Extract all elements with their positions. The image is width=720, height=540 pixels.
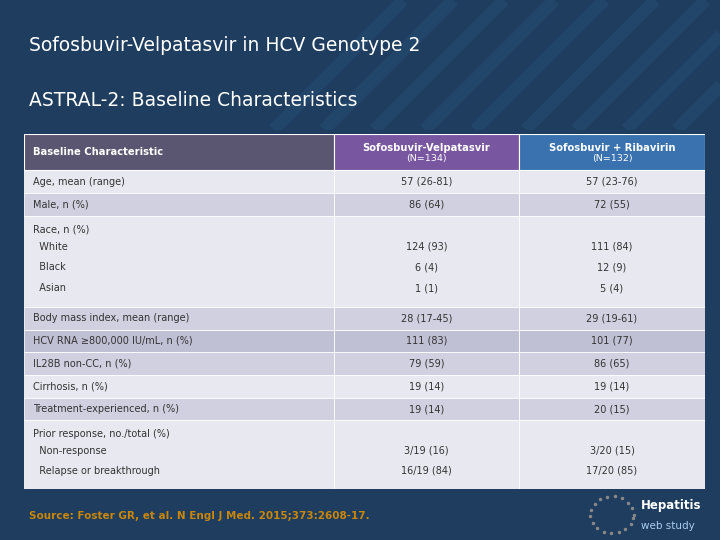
Text: Non-response: Non-response: [32, 446, 107, 456]
Text: Treatment-experienced, n (%): Treatment-experienced, n (%): [32, 404, 179, 414]
Text: Sofosbuvir-Velpatasvir in HCV Genotype 2: Sofosbuvir-Velpatasvir in HCV Genotype 2: [29, 36, 420, 55]
Text: White: White: [32, 242, 68, 252]
Text: HCV RNA ≥800,000 IU/mL, n (%): HCV RNA ≥800,000 IU/mL, n (%): [32, 336, 192, 346]
Text: 19 (14): 19 (14): [409, 381, 444, 391]
Text: 57 (23-76): 57 (23-76): [586, 177, 638, 187]
Text: 86 (65): 86 (65): [594, 359, 630, 369]
Text: Sofosbuvir-Velpatasvir: Sofosbuvir-Velpatasvir: [363, 143, 490, 153]
Bar: [24, 307, 334, 329]
Bar: [24, 421, 334, 489]
Bar: [334, 307, 519, 329]
Text: 20 (15): 20 (15): [594, 404, 630, 414]
Bar: [24, 170, 334, 193]
Bar: [24, 375, 334, 398]
Bar: [519, 134, 705, 170]
Text: 3/19 (16): 3/19 (16): [405, 446, 449, 456]
Bar: [334, 398, 519, 421]
Text: 124 (93): 124 (93): [406, 242, 447, 252]
Text: 86 (64): 86 (64): [409, 199, 444, 210]
Bar: [519, 398, 705, 421]
Text: 17/20 (85): 17/20 (85): [587, 465, 638, 476]
Text: Body mass index, mean (range): Body mass index, mean (range): [32, 313, 189, 323]
Bar: [334, 134, 519, 170]
Text: Race, n (%): Race, n (%): [32, 224, 89, 234]
Text: 101 (77): 101 (77): [591, 336, 633, 346]
Text: Prior response, no./total (%): Prior response, no./total (%): [32, 429, 169, 438]
Bar: [24, 352, 334, 375]
Text: 29 (19-61): 29 (19-61): [587, 313, 638, 323]
Text: 19 (14): 19 (14): [409, 404, 444, 414]
Bar: [24, 398, 334, 421]
Text: 28 (17-45): 28 (17-45): [401, 313, 452, 323]
Text: IL28B non-CC, n (%): IL28B non-CC, n (%): [32, 359, 131, 369]
Text: 6 (4): 6 (4): [415, 262, 438, 273]
Bar: [24, 216, 334, 307]
Bar: [519, 352, 705, 375]
Bar: [334, 352, 519, 375]
Text: Source: Foster GR, et al. N Engl J Med. 2015;373:2608-17.: Source: Foster GR, et al. N Engl J Med. …: [29, 511, 369, 521]
Text: 79 (59): 79 (59): [409, 359, 444, 369]
Bar: [519, 375, 705, 398]
Text: (N=132): (N=132): [592, 154, 632, 163]
Text: Baseline Characteristic: Baseline Characteristic: [32, 147, 163, 157]
Text: 1 (1): 1 (1): [415, 283, 438, 293]
Bar: [334, 193, 519, 216]
Bar: [519, 170, 705, 193]
Bar: [519, 307, 705, 329]
Bar: [334, 170, 519, 193]
Bar: [334, 329, 519, 352]
Text: Hepatitis: Hepatitis: [641, 498, 701, 511]
Text: web study: web study: [641, 522, 695, 531]
Text: Relapse or breakthrough: Relapse or breakthrough: [32, 465, 160, 476]
Text: 57 (26-81): 57 (26-81): [401, 177, 452, 187]
Text: 12 (9): 12 (9): [598, 262, 626, 273]
Bar: [519, 193, 705, 216]
Text: 111 (83): 111 (83): [406, 336, 447, 346]
Bar: [519, 421, 705, 489]
Text: 3/20 (15): 3/20 (15): [590, 446, 634, 456]
Text: Sofosbuvir + Ribavirin: Sofosbuvir + Ribavirin: [549, 143, 675, 153]
Bar: [334, 375, 519, 398]
Text: (N=134): (N=134): [406, 154, 447, 163]
Bar: [24, 329, 334, 352]
Bar: [334, 421, 519, 489]
Bar: [519, 329, 705, 352]
Text: 19 (14): 19 (14): [595, 381, 629, 391]
Text: Black: Black: [32, 262, 66, 273]
Text: 72 (55): 72 (55): [594, 199, 630, 210]
Text: ASTRAL-2: Baseline Characteristics: ASTRAL-2: Baseline Characteristics: [29, 91, 357, 110]
Text: Cirrhosis, n (%): Cirrhosis, n (%): [32, 381, 107, 391]
Text: 5 (4): 5 (4): [600, 283, 624, 293]
Text: Age, mean (range): Age, mean (range): [32, 177, 125, 187]
Bar: [24, 193, 334, 216]
Bar: [334, 216, 519, 307]
Bar: [519, 216, 705, 307]
Text: Male, n (%): Male, n (%): [32, 199, 89, 210]
Text: 111 (84): 111 (84): [591, 242, 633, 252]
Text: Asian: Asian: [32, 283, 66, 293]
Bar: [24, 134, 334, 170]
Text: 16/19 (84): 16/19 (84): [401, 465, 452, 476]
